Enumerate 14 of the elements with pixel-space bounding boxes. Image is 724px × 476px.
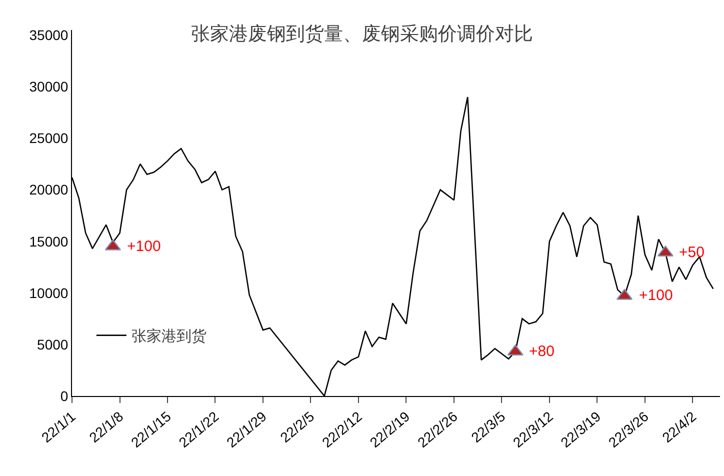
- y-tick-label: 30000: [29, 78, 68, 95]
- y-tick-label: 10000: [29, 284, 68, 301]
- chart-title: 张家港废钢到货量、废钢采购价调价对比: [191, 22, 533, 45]
- y-tick-label: 35000: [29, 27, 68, 44]
- annotation: +50: [679, 244, 704, 261]
- annotation: +80: [529, 343, 554, 360]
- y-tick-label: 5000: [37, 336, 68, 352]
- y-tick-label: 20000: [29, 182, 68, 198]
- y-tick-label: 15000: [29, 233, 68, 250]
- legend-label: 张家港到货: [131, 328, 206, 346]
- annotation: +100: [127, 238, 161, 255]
- y-tick-label: 25000: [29, 130, 68, 146]
- annotation: +100: [639, 287, 673, 304]
- y-tick-label: 0: [60, 388, 68, 404]
